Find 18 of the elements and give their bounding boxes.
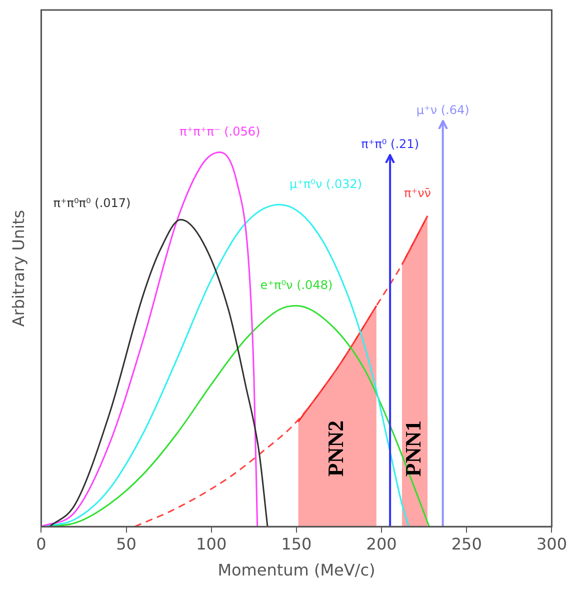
x-tick-label: 0	[36, 534, 46, 554]
series-label: π⁺π⁺π⁻ (.056)	[180, 124, 260, 138]
series-label: e⁺π⁰ν (.048)	[260, 278, 333, 292]
series-label: PNN2	[322, 420, 348, 477]
y-axis-title: Arbitrary Units	[8, 210, 28, 327]
x-axis-title: Momentum (MeV/c)	[218, 560, 376, 580]
x-tick-label: 300	[536, 534, 568, 554]
series-label: π⁺νν̄	[404, 186, 432, 200]
text: π⁺π⁰π⁰ (.017)	[53, 196, 131, 210]
x-tick-label: 50	[116, 534, 136, 554]
x-tick-label: 200	[366, 534, 397, 554]
x-tick-label: 100	[196, 534, 227, 554]
series-label: PNN1	[400, 420, 426, 477]
x-tick-label: 150	[281, 534, 312, 554]
series-label: μ⁺π⁰ν (.032)	[289, 176, 362, 191]
ref-line-label: π⁺π⁰ (.21)	[361, 136, 419, 151]
x-tick-label: 250	[451, 534, 482, 554]
ref-line-label: μ⁺ν (.64)	[416, 103, 470, 118]
